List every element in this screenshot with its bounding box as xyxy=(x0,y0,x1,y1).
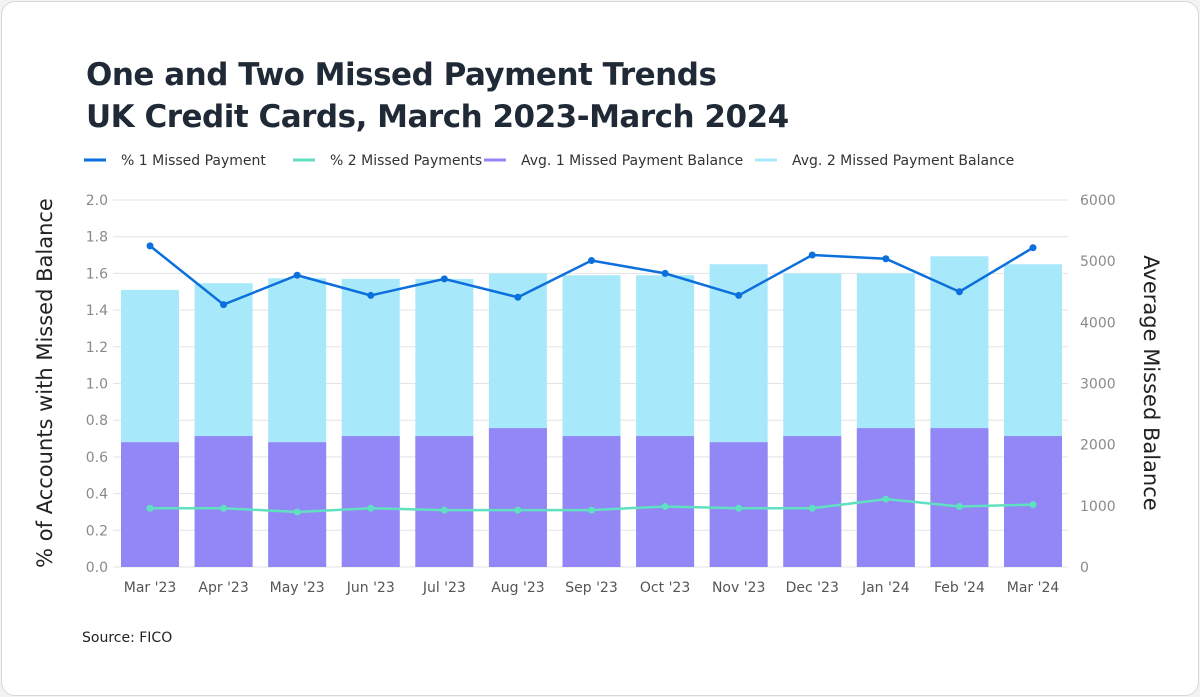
line-1-missed-point xyxy=(661,269,669,277)
line-2-missed-point xyxy=(367,504,375,512)
line-1-missed-point xyxy=(955,288,963,296)
line-2-missed-point xyxy=(440,506,448,514)
legend-label: % 2 Missed Payments xyxy=(330,153,482,169)
line-2-missed-point xyxy=(661,502,669,510)
line-2-missed-point xyxy=(220,504,228,512)
y-right-tick-label: 1000 xyxy=(1080,499,1116,515)
y-axis-label: % of Accounts with Missed Balance xyxy=(33,198,57,568)
bar-avg-1-missed-balance xyxy=(562,436,621,567)
bar-avg-1-missed-balance xyxy=(341,436,400,567)
bar-avg-1-missed-balance xyxy=(930,428,989,567)
y-right-tick-label: 4000 xyxy=(1080,315,1116,331)
y-tick-label: 0.6 xyxy=(86,450,108,466)
y-tick-label: 0.4 xyxy=(86,487,108,503)
y-tick-label: 0.8 xyxy=(86,413,108,429)
y-right-tick-label: 6000 xyxy=(1080,193,1116,209)
x-tick-label: Sep '23 xyxy=(565,580,618,596)
line-1-missed-point xyxy=(735,291,743,299)
title-line-2: UK Credit Cards, March 2023-March 2024 xyxy=(86,99,789,135)
bar-avg-1-missed-balance xyxy=(415,436,474,567)
legend-label: Avg. 2 Missed Payment Balance xyxy=(792,153,1014,169)
line-1-missed-point xyxy=(514,293,522,301)
line-1-missed-point xyxy=(146,242,154,250)
line-2-missed-point xyxy=(146,504,154,512)
bar-avg-1-missed-balance xyxy=(268,442,327,567)
x-tick-label: Jun '23 xyxy=(346,580,395,596)
line-1-missed-point xyxy=(1029,244,1037,252)
line-1-missed-point xyxy=(220,301,228,309)
line-2-missed-point xyxy=(514,506,522,514)
bar-avg-1-missed-balance xyxy=(121,442,179,567)
line-1-missed-point xyxy=(367,291,375,299)
x-tick-label: Nov '23 xyxy=(712,580,765,596)
x-tick-label: Oct '23 xyxy=(640,580,690,596)
line-2-missed-point xyxy=(588,506,595,514)
line-2-missed-point xyxy=(882,495,890,503)
line-1-missed-point xyxy=(588,257,595,265)
y-right-tick-label: 5000 xyxy=(1080,254,1116,270)
legend-label: % 1 Missed Payment xyxy=(121,153,266,169)
y-right-tick-label: 0 xyxy=(1080,560,1089,576)
line-1-missed-point xyxy=(293,271,301,279)
line-1-missed-point xyxy=(882,255,890,263)
y-tick-label: 0.2 xyxy=(86,523,108,539)
x-tick-label: Mar '23 xyxy=(124,580,177,596)
line-2-missed-point xyxy=(955,502,963,510)
bar-avg-1-missed-balance xyxy=(636,436,695,567)
bar-avg-1-missed-balance xyxy=(194,436,253,567)
x-tick-label: Aug '23 xyxy=(491,580,544,596)
x-tick-label: May '23 xyxy=(270,580,325,596)
y-right-tick-label: 3000 xyxy=(1080,377,1116,393)
x-tick-label: Jan '24 xyxy=(861,580,910,596)
x-tick-label: Mar '24 xyxy=(1007,580,1060,596)
line-2-missed-point xyxy=(293,508,301,516)
y-right-tick-label: 2000 xyxy=(1080,438,1116,454)
x-tick-label: Feb '24 xyxy=(934,580,985,596)
line-1-missed-point xyxy=(808,251,816,259)
chart-title: One and Two Missed Payment Trends UK Cre… xyxy=(86,54,789,138)
x-tick-label: Jul '23 xyxy=(422,580,466,596)
y-tick-label: 0.0 xyxy=(86,560,108,576)
x-tick-label: Dec '23 xyxy=(786,580,839,596)
source-note: Source: FICO xyxy=(82,630,173,646)
title-line-1: One and Two Missed Payment Trends xyxy=(86,57,717,93)
y-tick-label: 1.4 xyxy=(86,303,108,319)
bar-avg-1-missed-balance xyxy=(783,436,842,567)
y-tick-label: 1.2 xyxy=(86,340,108,356)
x-tick-label: Apr '23 xyxy=(198,580,248,596)
line-2-missed-point xyxy=(735,504,743,512)
line-1-missed-point xyxy=(440,275,448,283)
y-tick-label: 1.0 xyxy=(86,377,108,393)
y-tick-label: 1.6 xyxy=(86,266,108,282)
bar-avg-1-missed-balance xyxy=(709,442,768,567)
line-2-missed-point xyxy=(808,504,816,512)
line-2-missed-point xyxy=(1029,501,1037,509)
y-right-axis-label: Average Missed Balance xyxy=(1139,255,1163,510)
y-tick-label: 2.0 xyxy=(86,193,108,209)
legend-label: Avg. 1 Missed Payment Balance xyxy=(521,153,743,169)
y-tick-label: 1.8 xyxy=(86,230,108,246)
bar-avg-1-missed-balance xyxy=(488,428,547,567)
